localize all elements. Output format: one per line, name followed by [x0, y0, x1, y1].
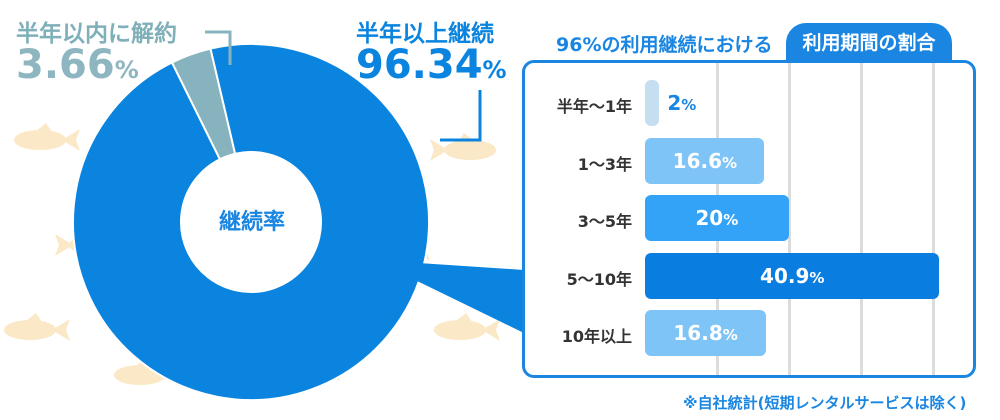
bar-value-label: 20%: [695, 206, 738, 230]
cancel-title: 半年以内に解約: [16, 21, 177, 47]
bar: [645, 80, 660, 126]
bar-value-number: 20: [695, 206, 724, 230]
bar-category-label: 半年〜1年: [556, 97, 632, 116]
bar: [645, 252, 940, 299]
continue-value-unit: %: [482, 56, 507, 84]
cancel-value: 3.66%: [16, 42, 139, 88]
panel-title: 96%の利用継続における: [556, 34, 773, 56]
bar-value-number: 2: [667, 91, 682, 115]
bar-value-label: 16.8%: [673, 321, 737, 345]
bar: [645, 195, 789, 241]
bar-value-unit: %: [681, 96, 697, 114]
leader-lines: [205, 30, 524, 333]
donut-segment-continue: [72, 43, 430, 401]
continue-value: 96.34%: [356, 42, 507, 88]
bar-value-unit: %: [723, 211, 739, 229]
donut-center-label: 継続率: [218, 210, 285, 235]
grid-line: [932, 63, 935, 375]
bar-value-number: 16.6: [672, 148, 723, 173]
fish-icon: [14, 123, 80, 151]
bar: [645, 310, 766, 356]
bar-value-label: 16.6%: [673, 149, 737, 173]
continue-title: 半年以上継続: [356, 21, 494, 47]
grid-line: [788, 63, 791, 375]
bar-category-label: 1〜3年: [577, 154, 632, 174]
donut-segment-cancel: [170, 47, 237, 161]
cancel-value-number: 3.66: [16, 42, 115, 88]
bar-value-unit: %: [722, 153, 738, 172]
cancel-value-unit: %: [114, 56, 139, 84]
continue-leader-line: [440, 90, 482, 142]
bar-value-number: 16.8: [673, 321, 723, 345]
bar-value-unit: %: [809, 268, 825, 287]
cancel-leader-line: [205, 30, 232, 65]
donut-chart: [72, 43, 430, 401]
bar-category-label: 3〜5年: [577, 212, 632, 231]
bar-category-label: 10年以上: [561, 327, 632, 346]
fish-icon: [4, 313, 70, 341]
continue-value-number: 96.34: [356, 42, 483, 88]
bar-value-number: 40.9: [760, 263, 810, 288]
bar-value-label: 40.9%: [760, 264, 824, 288]
callout-pointer: [374, 260, 524, 333]
bar-value-label: 2%: [667, 91, 696, 115]
bar: [645, 137, 765, 184]
footnote: ※自社統計(短期レンタルサービスは除く): [683, 394, 967, 412]
panel-title-tab: 利用期間の割合: [786, 23, 952, 63]
bar-value-unit: %: [722, 326, 738, 344]
grid-line: [860, 63, 863, 375]
bar-category-label: 5〜10年: [566, 269, 632, 289]
fish-icon: [434, 313, 500, 341]
fish-icon: [430, 133, 496, 161]
